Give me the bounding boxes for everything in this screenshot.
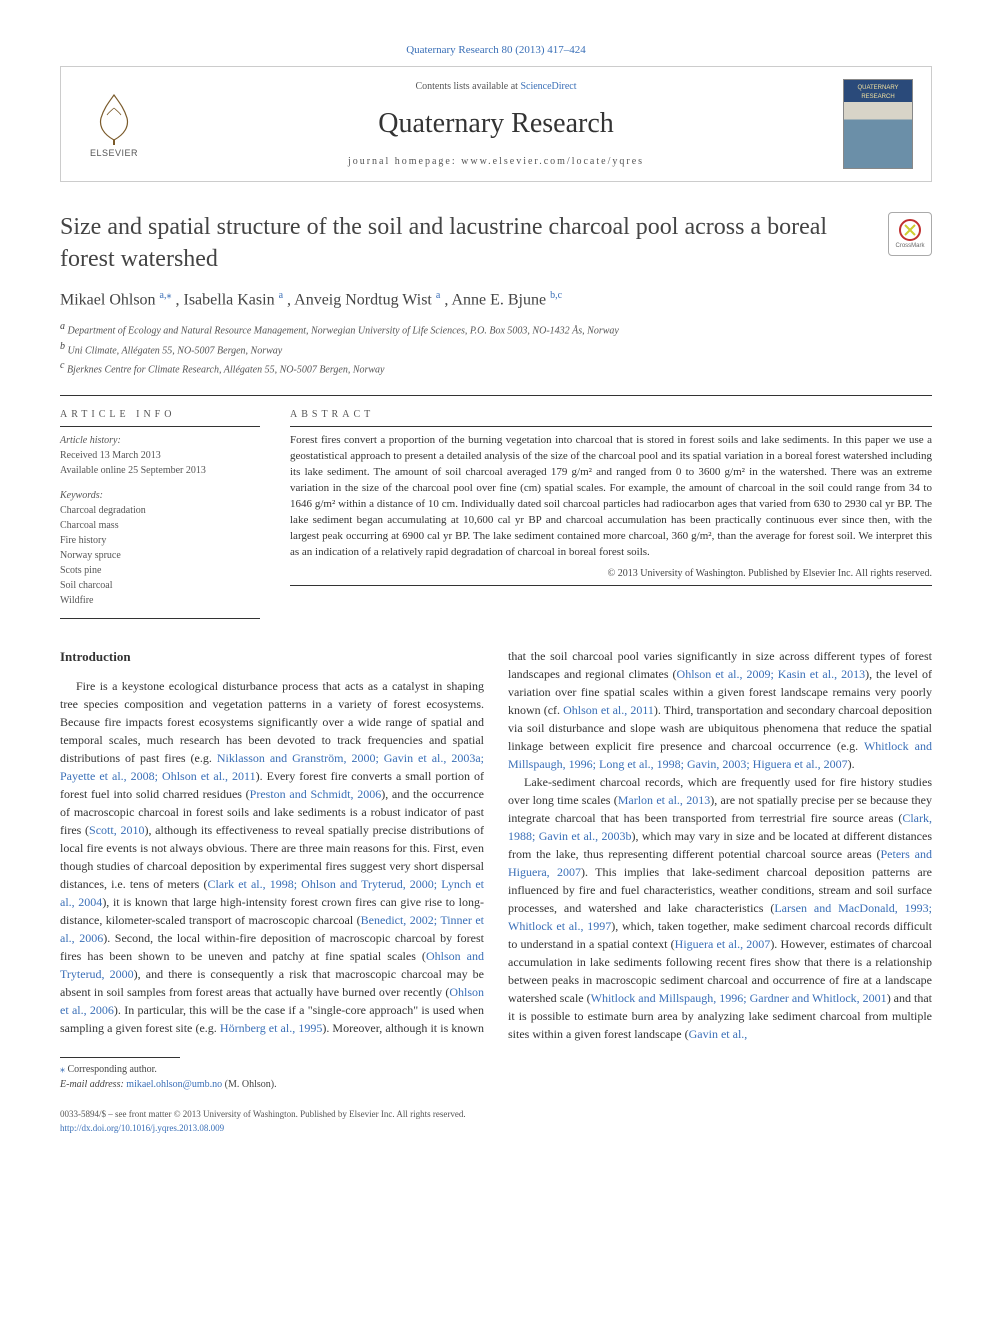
citation-link[interactable]: Ohlson et al., 2009; Kasin et al., 2013 — [677, 667, 866, 681]
intro-paragraph-2: Lake-sediment charcoal records, which ar… — [508, 773, 932, 1043]
keywords: Keywords: Charcoal degradation Charcoal … — [60, 488, 260, 608]
citation-link[interactable]: Preston and Schmidt, 2006 — [250, 787, 382, 801]
citation-link[interactable]: Ohlson et al., 2011 — [563, 703, 654, 717]
author-2-aff: a — [279, 290, 283, 301]
top-citation: Quaternary Research 80 (2013) 417–424 — [60, 40, 932, 58]
contents-prefix: Contents lists available at — [415, 81, 520, 92]
article-info-head: ARTICLE INFO — [60, 408, 260, 427]
affiliation-a-text: Department of Ecology and Natural Resour… — [68, 326, 619, 337]
affiliation-c: c Bjerknes Centre for Climate Research, … — [60, 358, 932, 377]
citation-link[interactable]: Scott, 2010 — [89, 823, 144, 837]
footer: 0033-5894/$ – see front matter © 2013 Un… — [60, 1108, 932, 1135]
abstract-block: ABSTRACT Forest fires convert a proporti… — [290, 400, 932, 623]
abstract-head: ABSTRACT — [290, 408, 932, 427]
author-1: Mikael Ohlson — [60, 291, 160, 308]
email-link[interactable]: mikael.ohlson@umb.no — [126, 1079, 222, 1090]
corresponding-star: ⁎ — [167, 290, 172, 301]
article-title: Size and spatial structure of the soil a… — [60, 212, 876, 274]
journal-cover-thumbnail: QUATERNARY RESEARCH — [843, 79, 913, 169]
introduction-heading: Introduction — [60, 647, 484, 667]
crossmark-label: CrossMark — [895, 242, 924, 250]
affiliation-b-text: Uni Climate, Allégaten 55, NO-5007 Berge… — [68, 345, 283, 356]
affiliation-b: b Uni Climate, Allégaten 55, NO-5007 Ber… — [60, 339, 932, 358]
rule-top — [60, 395, 932, 396]
keyword: Fire history — [60, 533, 260, 548]
article-info: ARTICLE INFO Article history: Received 1… — [60, 400, 260, 623]
meta-section: ARTICLE INFO Article history: Received 1… — [60, 400, 932, 623]
email-label: E-mail address: — [60, 1079, 126, 1090]
homepage-label: journal homepage: — [348, 156, 461, 167]
citation-link[interactable]: Gavin et al., — [689, 1027, 748, 1041]
sciencedirect-link[interactable]: ScienceDirect — [520, 81, 576, 92]
authors: Mikael Ohlson a,⁎ , Isabella Kasin a , A… — [60, 289, 932, 312]
crossmark-badge[interactable]: CrossMark — [888, 212, 932, 256]
author-1-aff: a, — [160, 290, 167, 301]
affiliations: a Department of Ecology and Natural Reso… — [60, 319, 932, 377]
keyword: Scots pine — [60, 563, 260, 578]
corresponding-note: ⁎ Corresponding author. — [60, 1062, 932, 1077]
publisher-brand: ELSEVIER — [90, 147, 138, 160]
page: Quaternary Research 80 (2013) 417–424 EL… — [0, 0, 992, 1175]
journal-homepage: journal homepage: www.elsevier.com/locat… — [149, 155, 843, 169]
journal-cover-title: QUATERNARY RESEARCH — [844, 80, 912, 101]
affiliation-c-text: Bjerknes Centre for Climate Research, Al… — [67, 364, 385, 375]
article-history: Article history: Received 13 March 2013 … — [60, 433, 260, 478]
author-4-aff: b,c — [550, 290, 562, 301]
elsevier-logo: ELSEVIER — [79, 84, 149, 164]
header-center: Contents lists available at ScienceDirec… — [149, 80, 843, 169]
keywords-label: Keywords: — [60, 490, 103, 501]
doi-link[interactable]: http://dx.doi.org/10.1016/j.yqres.2013.0… — [60, 1123, 224, 1133]
issn-line: 0033-5894/$ – see front matter © 2013 Un… — [60, 1108, 932, 1122]
abstract-copyright: © 2013 University of Washington. Publish… — [290, 567, 932, 581]
title-row: Size and spatial structure of the soil a… — [60, 212, 932, 274]
citation-link[interactable]: Hörnberg et al., 1995 — [220, 1021, 322, 1035]
email-who: (M. Ohlson). — [222, 1079, 276, 1090]
author-3: , Anveig Nordtug Wist — [287, 291, 436, 308]
keyword: Soil charcoal — [60, 578, 260, 593]
keyword: Charcoal degradation — [60, 503, 260, 518]
body-columns: Introduction Fire is a keystone ecologic… — [60, 647, 932, 1043]
text: ). Second, the local within-fire deposit… — [60, 931, 484, 963]
author-4: , Anne E. Bjune — [444, 291, 550, 308]
history-received: Received 13 March 2013 — [60, 450, 161, 461]
keyword: Charcoal mass — [60, 518, 260, 533]
citation-link[interactable]: Whitlock and Millspaugh, 1996; Gardner a… — [591, 991, 887, 1005]
journal-name: Quaternary Research — [149, 104, 843, 143]
keyword: Wildfire — [60, 593, 260, 608]
top-citation-link[interactable]: Quaternary Research 80 (2013) 417–424 — [406, 44, 586, 56]
author-3-aff: a — [436, 290, 440, 301]
homepage-url: www.elsevier.com/locate/yqres — [461, 156, 644, 167]
abstract-text: Forest fires convert a proportion of the… — [290, 433, 932, 561]
rule-info-bottom — [60, 618, 260, 619]
star-icon: ⁎ — [60, 1064, 65, 1075]
history-online: Available online 25 September 2013 — [60, 465, 206, 476]
affiliation-a: a Department of Ecology and Natural Reso… — [60, 319, 932, 338]
contents-lists-line: Contents lists available at ScienceDirec… — [149, 80, 843, 94]
journal-header: ELSEVIER Contents lists available at Sci… — [60, 66, 932, 182]
footnotes: ⁎ Corresponding author. E-mail address: … — [60, 1062, 932, 1092]
history-label: Article history: — [60, 435, 121, 446]
rule-abstract-bottom — [290, 585, 932, 586]
keyword: Norway spruce — [60, 548, 260, 563]
corresponding-text: Corresponding author. — [68, 1064, 157, 1075]
footnote-rule — [60, 1057, 180, 1058]
citation-link[interactable]: Marlon et al., 2013 — [618, 793, 710, 807]
crossmark-icon — [898, 218, 922, 242]
author-2: , Isabella Kasin — [176, 291, 279, 308]
citation-link[interactable]: Higuera et al., 2007 — [675, 937, 771, 951]
email-note: E-mail address: mikael.ohlson@umb.no (M.… — [60, 1077, 932, 1092]
elsevier-tree-icon — [89, 90, 139, 145]
text: ). — [848, 757, 855, 771]
